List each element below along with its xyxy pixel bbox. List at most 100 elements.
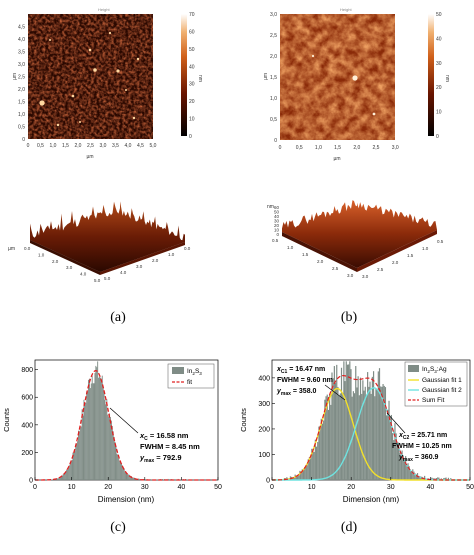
chart-c-x-tick: 50 xyxy=(214,484,222,491)
histogram-c-bar xyxy=(88,379,89,480)
afm-b-y-tick: 0,5 xyxy=(270,117,277,123)
afm-b-3d-z-tick: 10 xyxy=(274,228,280,233)
histogram-d-bar xyxy=(405,456,407,480)
afm-b-x-tick: 2,0 xyxy=(353,145,360,151)
afm-b-colorbar xyxy=(428,14,434,136)
fit-curve-c xyxy=(35,369,218,481)
afm-a-3d-tick: 0.0 xyxy=(184,246,191,251)
histogram-c-bar xyxy=(139,479,141,480)
afm-2d-image-a: Height 0 0,5 1,0 1,5 2,0 2,5 3,0 3,5 4,0 4,5 0 0,5… xyxy=(12,7,203,160)
histogram-d-bar xyxy=(307,459,309,480)
histogram-d-bar xyxy=(369,381,371,480)
histogram-c-bar xyxy=(103,392,105,480)
chart-c-x-tick: 30 xyxy=(141,484,149,491)
histogram-c-bar xyxy=(75,445,77,480)
annotation-d2: xC2 = 25.71 nm FWHM = 10.25 nm ymax = 36… xyxy=(392,432,452,463)
histogram-d-bar xyxy=(445,477,447,480)
histogram-d-bar xyxy=(365,394,368,480)
histogram-c-bar xyxy=(77,441,79,480)
histogram-d-bar xyxy=(370,393,372,480)
histogram-d-bar xyxy=(338,395,340,480)
histogram-d-bar xyxy=(387,409,389,480)
histogram-d-bar xyxy=(394,423,396,480)
histogram-d-bar xyxy=(337,386,339,480)
afm-b-colorbar-tick: 30 xyxy=(436,61,442,67)
afm-a-3d-tick: 1.0 xyxy=(168,252,175,257)
afm-a-x-tick: 5,0 xyxy=(150,143,157,149)
afm-b-surface xyxy=(282,200,437,268)
afm-a-x-unit: µm xyxy=(86,154,93,160)
afm-a-x-tick: 2,0 xyxy=(75,143,82,149)
chart-d-y-tick: 200 xyxy=(258,426,270,433)
histogram-d-bar xyxy=(424,475,426,480)
afm-b-3d-tick: 0.5 xyxy=(272,238,279,243)
histogram-d-bar xyxy=(330,404,332,480)
legend-d-gauss2: Gaussian fit 2 xyxy=(422,387,462,394)
histogram-c-bar xyxy=(117,454,119,480)
histogram-d-bar xyxy=(435,478,438,480)
histogram-c-bar xyxy=(80,426,82,480)
histogram-d-bar xyxy=(317,442,319,480)
legend-c-fit: fit xyxy=(187,379,192,386)
histogram-chart-c: 0 200 400 600 800 0 10 20 30 40 50 Counts Dimensi… xyxy=(2,359,222,504)
annotation-c-pointer xyxy=(109,407,139,434)
histogram-c-bar xyxy=(174,479,176,480)
caption-d: (d) xyxy=(340,520,358,535)
histogram-d-bar xyxy=(415,474,417,480)
histogram-d-bar xyxy=(323,420,325,480)
histogram-c-bar xyxy=(145,479,147,480)
histogram-c-bar xyxy=(100,381,102,480)
sum-fit-curve xyxy=(272,375,470,481)
histogram-d-bar xyxy=(320,418,322,480)
afm-b-y-tick: 1,0 xyxy=(270,96,277,102)
afm-a-y-tick: 1,0 xyxy=(18,112,25,118)
histogram-d-bar xyxy=(327,409,330,480)
chart-d-y-tick: 0 xyxy=(266,478,270,485)
histogram-d-bar xyxy=(390,414,392,480)
chart-c-x-tick: 0 xyxy=(33,484,37,491)
histogram-d-bar xyxy=(292,477,294,480)
histogram-d-bar xyxy=(302,468,305,480)
histogram-c-bar xyxy=(67,467,69,480)
afm-a-x-ticks: 0 0,5 1,0 1,5 2,0 2,5 3,0 3,5 4,0 4,5 5,0 xyxy=(27,143,157,149)
chart-d-x-tick: 50 xyxy=(466,484,474,491)
histogram-c-bar xyxy=(74,451,76,480)
afm-b-y-ticks: 0 0,5 1,0 1,5 2,0 2,5 3,0 xyxy=(270,12,277,144)
histogram-d-bar xyxy=(375,388,377,480)
histogram-c-bar xyxy=(102,388,104,480)
histogram-c-bar xyxy=(60,476,62,480)
histogram-d-bar xyxy=(372,371,375,480)
chart-c-x-tick: 40 xyxy=(178,484,186,491)
afm-a-colorbar xyxy=(181,14,187,136)
histogram-d-bar xyxy=(340,367,343,480)
histogram-d-bar xyxy=(319,425,321,480)
histogram-c-bar xyxy=(99,376,100,480)
histogram-c-bar xyxy=(108,416,110,480)
histogram-c-bar xyxy=(162,479,164,480)
histogram-d-bar xyxy=(336,364,338,480)
afm-b-3d-tick: 2.5 xyxy=(332,266,339,271)
svg-text:xC2 = 25.71 nm: xC2 = 25.71 nm xyxy=(398,432,447,441)
histogram-c-bar xyxy=(98,377,100,480)
histogram-c-bar xyxy=(131,476,132,480)
histogram-d-bar xyxy=(364,386,366,480)
histogram-d-bar xyxy=(399,452,401,480)
chart-d-y-tick: 100 xyxy=(258,452,270,459)
histogram-d-bar xyxy=(304,467,306,480)
histogram-d-bar xyxy=(408,466,410,480)
afm-b-x-tick: 3,0 xyxy=(392,145,399,151)
histogram-d-bar xyxy=(363,390,365,480)
afm-b-x-tick: 1,5 xyxy=(334,145,341,151)
histogram-c-bar xyxy=(169,479,171,480)
afm-b-3d-z-unit: nm xyxy=(267,204,274,210)
histogram-d-bar xyxy=(350,369,352,480)
chart-c-y-tick: 600 xyxy=(21,395,33,402)
afm-b-y-tick: 3,0 xyxy=(270,12,277,18)
histogram-c-bars xyxy=(45,361,189,480)
afm-a-y-ticks: 0 0,5 1,0 1,5 2,0 2,5 3,0 3,5 4,0 4,5 xyxy=(18,25,25,144)
chart-d-xlabel: Dimension (nm) xyxy=(343,495,400,504)
histogram-c-bar xyxy=(115,446,117,480)
histogram-c-bar xyxy=(123,468,125,480)
